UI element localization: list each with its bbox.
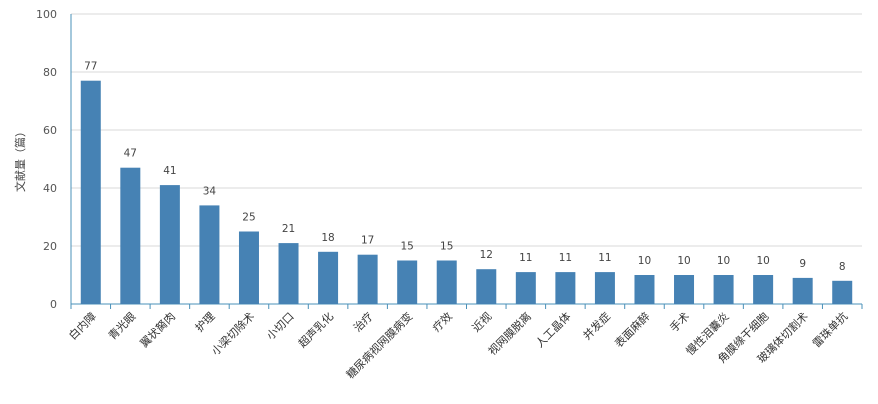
- category-label: 表面麻醉: [612, 309, 653, 350]
- category-label: 翼状胬肉: [137, 309, 178, 350]
- y-tick-label: 0: [50, 298, 57, 311]
- category-label: 糖尿病视网膜病变: [343, 309, 415, 381]
- bar: [594, 272, 615, 304]
- data-labels: 77 47 41 34 25 21 18 17 15 15 12 11 11 11 10 10 10 10 9 8: [84, 61, 845, 273]
- bar: [555, 272, 576, 304]
- data-label: 10: [756, 255, 769, 267]
- category-label: 人工晶体: [532, 309, 573, 350]
- bar: [832, 280, 853, 304]
- category-label: 雷珠单抗: [809, 309, 850, 350]
- data-label: 17: [361, 235, 374, 247]
- category-label: 视网膜脱离: [485, 309, 534, 358]
- bar: [318, 251, 339, 304]
- bar: [159, 185, 180, 304]
- category-label: 小梁切除术: [208, 309, 257, 358]
- grid-lines: [71, 13, 862, 247]
- bar: [476, 269, 497, 304]
- data-label: 77: [84, 61, 97, 73]
- bar: [436, 260, 457, 304]
- y-tick-label: 40: [43, 182, 57, 195]
- y-tick-label: 60: [43, 124, 57, 137]
- category-label: 小切口: [264, 310, 297, 343]
- bar: [753, 275, 774, 304]
- data-label: 21: [282, 223, 295, 235]
- data-label: 10: [717, 255, 730, 267]
- bar: [397, 260, 418, 304]
- bar: [792, 277, 813, 304]
- data-label: 9: [799, 258, 806, 270]
- bar: [278, 243, 299, 304]
- y-tick-label: 20: [43, 240, 57, 253]
- data-label: 15: [440, 241, 453, 253]
- data-label: 11: [559, 252, 572, 264]
- data-label: 11: [598, 252, 611, 264]
- bar: [515, 272, 536, 304]
- data-label: 10: [638, 255, 651, 267]
- bar: [634, 275, 655, 304]
- data-label: 12: [480, 249, 493, 261]
- category-label: 并发症: [580, 309, 613, 342]
- bar: [120, 167, 141, 304]
- bar: [357, 254, 378, 304]
- bar: [713, 275, 734, 304]
- category-label: 手术: [667, 309, 692, 334]
- data-label: 47: [124, 148, 137, 160]
- y-tick-label: 100: [36, 8, 57, 21]
- category-label: 护理: [192, 309, 217, 334]
- category-label: 白内障: [66, 309, 99, 342]
- bars: [80, 80, 853, 304]
- data-label: 11: [519, 252, 532, 264]
- category-label: 青光眼: [105, 309, 138, 342]
- data-label: 18: [321, 232, 334, 244]
- data-label: 15: [400, 241, 413, 253]
- category-label: 超声乳化: [295, 309, 336, 350]
- data-label: 34: [203, 185, 217, 197]
- bar: [80, 80, 101, 304]
- bar: [674, 275, 695, 304]
- y-axis-title: 文献量（篇）: [13, 126, 27, 192]
- category-label: 近视: [469, 309, 494, 334]
- data-label: 41: [163, 165, 176, 177]
- data-label: 10: [677, 255, 690, 267]
- data-label: 25: [242, 212, 255, 224]
- category-label: 治疗: [350, 309, 375, 334]
- bar: [199, 205, 220, 304]
- category-label: 疗效: [429, 309, 454, 334]
- bar: [238, 231, 259, 304]
- data-label: 8: [839, 261, 846, 273]
- y-tick-label: 80: [43, 66, 57, 79]
